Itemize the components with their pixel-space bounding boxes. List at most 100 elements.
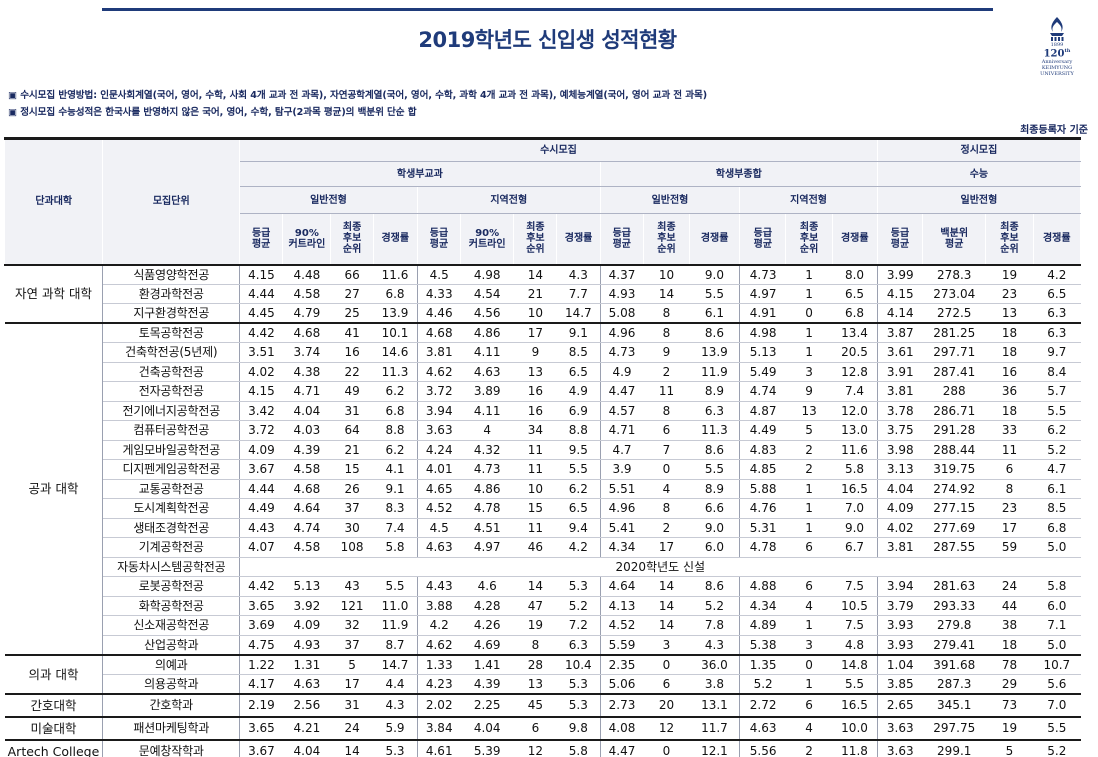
data-cell: 8.5 [1033,498,1081,519]
data-cell: 4.01 [417,459,461,480]
data-cell: 8.8 [556,420,601,441]
table-row: 자동차시스템공학전공 2020학년도 신설 [5,557,1081,577]
data-cell: 30 [330,518,374,538]
data-cell: 9.0 [832,518,878,538]
data-cell: 5.49 [739,362,786,382]
data-cell: 4.87 [739,401,786,421]
data-cell: 2.73 [600,693,644,718]
data-cell: 4.45 [239,303,283,324]
department-name: 문예창작학과 [102,739,241,757]
data-cell: 19 [985,716,1034,741]
table-row: 지구환경학전공 4.45 4.79 25 13.9 4.46 4.56 10 14.7 5.08 8… [5,303,1081,324]
data-cell: 1 [785,498,833,519]
data-cell: 10.0 [832,716,878,741]
data-cell: 2.02 [417,693,461,718]
header-grade-avg-11: 등급 평균 [739,213,787,266]
data-cell: 4.71 [282,381,331,402]
department-name: 전기에너지공학전공 [102,401,241,421]
data-cell: 279.41 [922,635,986,656]
data-cell: 24 [330,716,374,741]
header-line: 최종 [799,222,819,234]
data-cell: 3.91 [877,362,923,382]
data-cell: 4.68 [417,323,461,343]
data-cell: 13 [985,303,1034,324]
data-cell: 8 [513,635,557,656]
data-cell: 5.2 [1033,440,1081,460]
data-cell: 16 [985,362,1034,382]
university-logo: 1899 120th Anniversary KEIMYUNG UNIVERSI… [1036,16,1078,98]
data-cell: 11 [513,459,557,480]
data-cell: 1 [785,264,833,285]
data-cell: 4.63 [282,674,331,695]
data-cell: 6 [785,576,833,597]
data-cell: 4.39 [282,440,331,460]
data-cell: 4.33 [417,284,461,304]
data-cell: 12.8 [832,362,878,382]
data-cell: 44 [985,596,1034,616]
data-cell: 6 [785,693,833,718]
data-cell: 4.21 [282,716,331,741]
data-cell: 22 [330,362,374,382]
data-cell: 4.04 [877,479,923,499]
data-cell: 5.0 [1033,537,1081,558]
department-name: 패션마케팅학과 [102,716,241,741]
data-cell: 4.73 [600,342,644,363]
data-cell: 6.1 [1033,479,1081,499]
header-line: 90% [475,227,500,239]
data-cell: 287.3 [922,674,986,695]
title-top-rule [102,8,993,11]
department-name: 토목공학전공 [102,323,241,343]
data-cell: 15 [513,498,557,519]
data-cell: 13.1 [689,693,741,718]
data-cell: 4.09 [282,615,331,636]
data-cell: 4.64 [282,498,331,519]
data-cell: 14.7 [556,303,601,324]
data-cell: 13 [513,674,557,695]
data-cell: 5.08 [600,303,644,324]
data-cell: 1.31 [282,654,331,675]
data-cell: 5.56 [739,739,786,757]
data-cell: 3.92 [282,596,331,616]
header-line: 최종 [657,222,676,234]
department-name: 화학공학전공 [102,596,241,616]
data-cell: 4.3 [373,693,418,718]
department-name: 의용공학과 [102,674,241,695]
data-cell: 6 [985,459,1034,480]
department-name: 로봇공학전공 [102,576,241,597]
data-cell: 5.5 [1033,401,1081,421]
data-cell: 17 [330,674,374,695]
data-cell: 4.15 [877,284,923,304]
data-cell: 8.0 [832,264,878,285]
data-cell: 8.3 [373,498,418,519]
data-cell: 4.86 [460,323,514,343]
data-cell: 12 [513,739,557,757]
data-cell: 287.55 [922,537,986,558]
data-cell: 10 [513,303,557,324]
header-final-rank-2: 최종 후보 순위 [330,213,374,266]
data-cell: 5.5 [832,674,878,695]
data-cell: 5.88 [739,479,786,499]
table-row: Artech College 문예창작학과 3.67 4.04 14 5.3 4.61 5.3… [4,739,1081,757]
data-cell: 37 [330,635,374,656]
data-cell: 7.0 [832,498,878,519]
table-row: 화학공학전공 3.65 3.92 121 11.0 3.88 4.28 47 5.2 4.13 14… [5,596,1081,616]
data-cell: 41 [330,323,374,343]
data-cell: 45 [513,693,557,718]
data-cell: 3.78 [877,401,923,421]
data-cell: 4.09 [877,498,923,519]
data-cell: 18 [985,401,1034,421]
data-cell: 4.42 [239,576,283,597]
data-cell: 3.72 [417,381,461,402]
data-cell: 4.9 [600,362,644,382]
data-cell: 4.85 [739,459,786,480]
data-cell: 18 [985,323,1034,343]
logo-name-line1: KEIMYUNG [1041,65,1073,72]
data-cell: 4 [460,420,514,441]
data-cell: 5.5 [373,576,418,597]
data-cell: 5.31 [739,518,786,538]
data-cell: 4 [785,716,833,741]
data-cell: 4.14 [877,303,923,324]
data-cell: 8.4 [1033,362,1081,382]
data-cell: 5.5 [556,459,601,480]
data-cell: 10.5 [832,596,878,616]
